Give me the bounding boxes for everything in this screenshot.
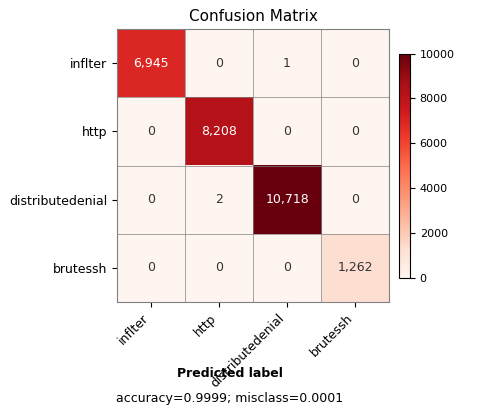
Text: 6,945: 6,945 (133, 57, 168, 70)
Text: 0: 0 (351, 125, 359, 138)
Text: 0: 0 (351, 57, 359, 70)
Text: 1,262: 1,262 (338, 261, 373, 274)
Text: 0: 0 (215, 57, 223, 70)
Text: 0: 0 (283, 261, 291, 274)
Text: 0: 0 (351, 193, 359, 206)
Text: accuracy=0.9999; misclass=0.0001: accuracy=0.9999; misclass=0.0001 (116, 392, 344, 405)
Text: 0: 0 (147, 261, 155, 274)
Text: Predicted label: Predicted label (177, 367, 283, 380)
Text: 8,208: 8,208 (201, 125, 237, 138)
Text: 0: 0 (215, 261, 223, 274)
Text: 2: 2 (215, 193, 223, 206)
Text: 0: 0 (283, 125, 291, 138)
Title: Confusion Matrix: Confusion Matrix (188, 9, 318, 24)
Y-axis label: True label: True label (0, 135, 4, 196)
Text: 1: 1 (283, 57, 291, 70)
Text: 0: 0 (147, 125, 155, 138)
Text: 0: 0 (147, 193, 155, 206)
Text: 10,718: 10,718 (265, 193, 309, 206)
